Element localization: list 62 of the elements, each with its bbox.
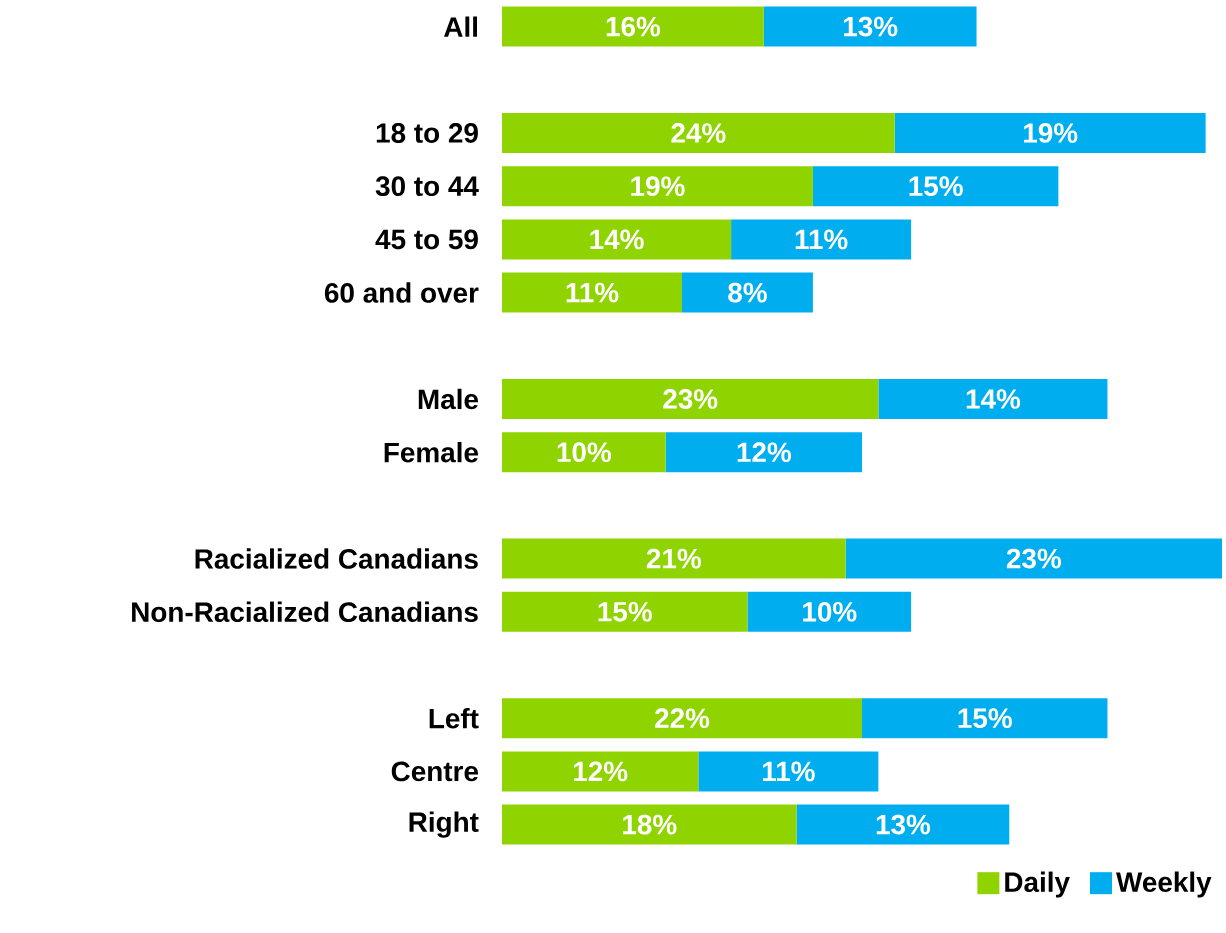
y-tick-label: Left <box>429 707 479 729</box>
bar <box>682 272 813 313</box>
bar <box>894 113 1206 153</box>
bar <box>698 751 879 792</box>
y-tick-label: 45 to 59 <box>375 229 478 250</box>
data-label: 10% <box>557 442 611 463</box>
bar <box>502 432 666 473</box>
bar <box>845 538 1222 579</box>
bar <box>502 272 682 313</box>
bar <box>502 166 813 207</box>
bar <box>502 113 895 153</box>
bar <box>862 698 1108 739</box>
data-label: 24% <box>671 123 726 143</box>
data-label: 12% <box>737 442 791 463</box>
bar <box>502 379 879 420</box>
data-label: 11% <box>762 761 815 782</box>
bar <box>878 379 1108 420</box>
bar <box>763 6 977 47</box>
data-label: 18% <box>623 814 677 835</box>
bar <box>796 804 1010 845</box>
y-tick-label: Racialized Canadians <box>195 548 478 569</box>
data-label: 8% <box>728 282 767 303</box>
data-label: 13% <box>876 814 931 835</box>
y-tick-label: 30 to 44 <box>375 176 479 197</box>
data-label: 23% <box>1006 548 1061 569</box>
bar <box>502 591 748 632</box>
legend-label: Weekly <box>1116 871 1212 898</box>
data-label: 14% <box>590 229 644 250</box>
legend-label: Daily <box>1005 871 1070 898</box>
data-label: 21% <box>646 548 701 569</box>
bar <box>812 166 1059 207</box>
data-label: 23% <box>663 389 718 409</box>
bar <box>502 698 862 739</box>
bar <box>731 219 912 260</box>
y-tick-label: Right <box>409 811 479 838</box>
y-tick-label: Non-Racialized Canadians <box>132 601 478 623</box>
data-label: 11% <box>566 282 619 303</box>
data-label: 13% <box>844 16 898 37</box>
bar <box>665 432 862 473</box>
data-label: 19% <box>1024 123 1078 143</box>
data-label: 15% <box>909 176 963 197</box>
data-label: 12% <box>574 761 628 782</box>
data-label: 15% <box>598 601 652 622</box>
y-tick-label: 18 to 29 <box>376 123 478 143</box>
y-tick-label: All <box>444 16 477 37</box>
y-tick-label: Female <box>384 441 478 463</box>
bar <box>747 591 912 632</box>
bar <box>502 6 764 47</box>
bar <box>502 804 797 845</box>
y-tick-label: Male <box>418 388 479 410</box>
data-label: 19% <box>631 176 685 197</box>
bar <box>502 751 699 792</box>
bar <box>502 219 732 260</box>
data-label: 10% <box>803 601 857 622</box>
data-label: 14% <box>966 389 1021 409</box>
data-label: 22% <box>655 708 710 729</box>
bar <box>502 538 846 579</box>
y-tick-label: Centre <box>391 761 478 782</box>
data-label: 11% <box>795 229 848 250</box>
data-label: 15% <box>958 708 1012 729</box>
data-label: 16% <box>606 16 661 37</box>
y-tick-label: 60 and over <box>324 282 479 303</box>
